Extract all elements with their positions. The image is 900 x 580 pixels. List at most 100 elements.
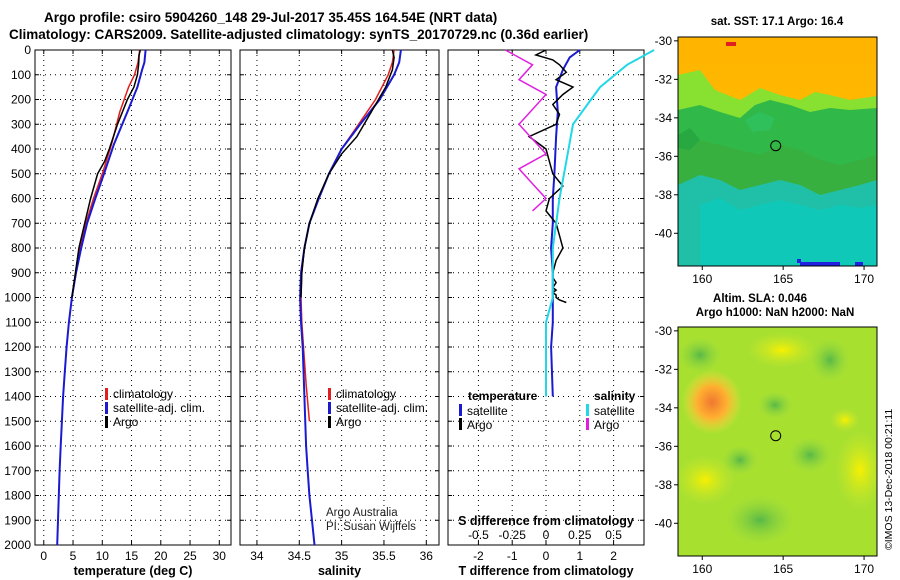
x-axis-label: salinity — [318, 564, 361, 578]
y-tick-label: 400 — [11, 142, 31, 156]
y-tick-label: 1100 — [5, 315, 31, 329]
map-y-label: -32 — [655, 72, 673, 86]
top-tick-label: 0.5 — [605, 528, 622, 542]
legend-label: Argo — [113, 415, 139, 429]
series-line-argo — [300, 49, 395, 298]
map-y-label: -30 — [655, 34, 673, 48]
x-axis-label: temperature (deg C) — [74, 564, 193, 578]
x-tick-label: 35.5 — [372, 549, 396, 563]
series-line-s-argo — [505, 49, 548, 212]
x-tick-label: -2 — [473, 549, 484, 563]
map-x-label: 160 — [692, 272, 712, 286]
map-y-label: -38 — [655, 188, 673, 202]
sla-map-title-1: Altim. SLA: 0.046 — [713, 293, 807, 305]
map-x-label: 165 — [773, 272, 793, 286]
title-line-2: Climatology: CARS2009. Satellite-adjuste… — [9, 27, 589, 42]
y-tick-label: 600 — [11, 192, 31, 206]
map-y-label: -40 — [655, 226, 673, 240]
panel-frame-temperature — [34, 49, 232, 546]
map-x-label: 160 — [692, 562, 712, 576]
legend-title-salinity: salinity — [594, 389, 636, 403]
sla-map-title-2: Argo h1000: NaN h2000: NaN — [696, 307, 855, 319]
sst-map-title: sat. SST: 17.1 Argo: 16.4 — [711, 16, 844, 28]
x-tick-label: 1 — [576, 549, 583, 563]
y-tick-label: 200 — [11, 93, 31, 107]
legend-label: Argo — [594, 418, 620, 432]
series-line-t-argo — [527, 49, 575, 304]
map-y-label: -30 — [655, 324, 673, 338]
x-tick-label: 20 — [154, 549, 168, 563]
legend-swatch — [105, 402, 108, 414]
x-tick-label: 2 — [610, 549, 617, 563]
x-tick-label: 5 — [70, 549, 77, 563]
legend-label: satellite-adj. clim. — [336, 401, 428, 415]
legend-swatch — [105, 416, 108, 428]
map-y-label: -34 — [655, 401, 673, 415]
legend-title-temperature: temperature — [468, 389, 538, 403]
map-x-label: 165 — [773, 562, 793, 576]
top-tick-label: 0.25 — [568, 528, 592, 542]
y-tick-label: 1200 — [4, 340, 31, 354]
series-line-s-satellite — [545, 49, 655, 397]
title-line-1: Argo profile: csiro 5904260_148 29-Jul-2… — [44, 10, 498, 25]
x-tick-label: 36 — [420, 549, 434, 563]
y-tick-label: 700 — [11, 216, 31, 230]
legend-swatch — [459, 418, 462, 430]
y-tick-label: 900 — [11, 266, 31, 280]
legend-swatch — [459, 404, 462, 416]
y-tick-label: 1600 — [4, 439, 31, 453]
sst-map — [678, 37, 877, 266]
x-tick-label: 35 — [335, 549, 349, 563]
map-x-label: 170 — [854, 562, 874, 576]
x-tick-label: 0 — [543, 549, 550, 563]
map-x-label: 170 — [854, 272, 874, 286]
map-y-label: -34 — [655, 111, 673, 125]
top-tick-label: -0.5 — [468, 528, 489, 542]
y-tick-label: 1800 — [4, 489, 31, 503]
y-tick-label: 100 — [11, 68, 31, 82]
map-y-label: -36 — [655, 439, 673, 453]
legend-label: satellite-adj. clim. — [113, 401, 205, 415]
y-tick-label: 1400 — [4, 390, 31, 404]
x-tick-label: 25 — [183, 549, 197, 563]
legend-label: Argo — [336, 415, 362, 429]
map-y-label: -36 — [655, 149, 673, 163]
x-tick-label: 34 — [250, 549, 264, 563]
legend-swatch — [328, 402, 331, 414]
timestamp-stamp: ©IMOS 13-Dec-2018 00:21:11 — [883, 409, 895, 550]
y-tick-label: 1500 — [4, 414, 31, 428]
credit-line-2: PI: Susan Wijffels — [326, 521, 416, 533]
y-tick-label: 2000 — [4, 538, 31, 552]
y-tick-label: 800 — [11, 241, 31, 255]
x-tick-label: 34.5 — [288, 549, 312, 563]
panel-frame-difference — [447, 49, 645, 546]
x-tick-label: -1 — [507, 549, 518, 563]
x-tick-label: 10 — [96, 549, 110, 563]
argo-position-marker — [770, 430, 782, 442]
y-tick-label: 0 — [24, 43, 31, 57]
legend-label: satellite — [594, 404, 635, 418]
y-tick-label: 500 — [11, 167, 31, 181]
y-tick-label: 300 — [11, 117, 31, 131]
x-axis-label: T difference from climatology — [458, 564, 633, 578]
x-tick-label: 30 — [213, 549, 227, 563]
map-y-label: -38 — [655, 478, 673, 492]
legend-label: satellite — [467, 404, 508, 418]
legend-swatch — [328, 416, 331, 428]
y-tick-label: 1700 — [4, 464, 31, 478]
credit-line-1: Argo Australia — [326, 507, 398, 519]
legend-label: climatology — [336, 387, 396, 401]
map-y-label: -40 — [655, 516, 673, 530]
series-line-argo — [71, 49, 142, 298]
y-tick-label: 1300 — [4, 365, 31, 379]
legend-label: climatology — [113, 387, 173, 401]
legend-swatch — [328, 388, 331, 400]
top-tick-label: 0 — [543, 528, 550, 542]
legend-swatch — [105, 388, 108, 400]
argo-position-marker — [770, 140, 782, 152]
legend-label: Argo — [467, 418, 493, 432]
x-tick-label: 15 — [125, 549, 139, 563]
y-tick-label: 1000 — [4, 291, 31, 305]
panel-frame-salinity — [239, 49, 440, 546]
legend-swatch — [586, 418, 589, 430]
